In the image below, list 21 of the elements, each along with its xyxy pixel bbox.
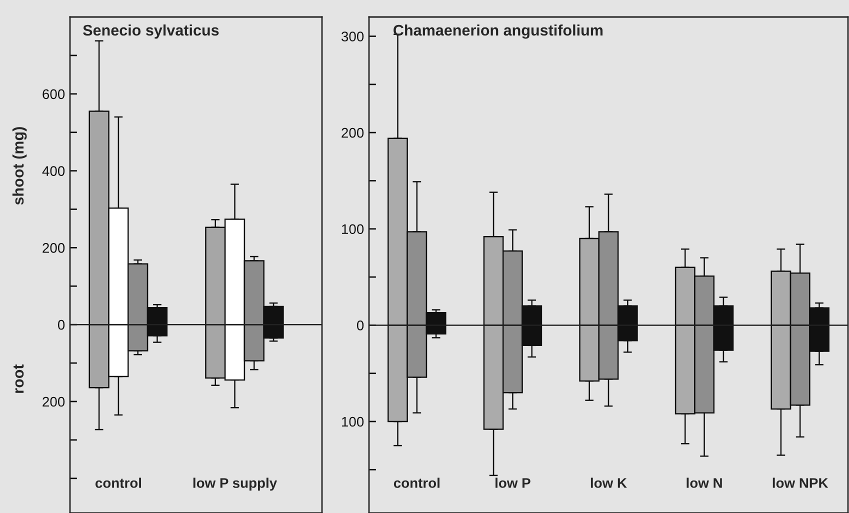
x-tick-label: low K <box>590 478 627 488</box>
x-tick-label: control <box>394 478 440 488</box>
y-tick-label: 100 <box>342 224 364 234</box>
y-tick-label: 0 <box>356 320 364 330</box>
x-tick-label: low P <box>496 478 530 488</box>
text: root <box>14 364 24 393</box>
y-tick-label: 600 <box>42 89 65 100</box>
y-tick-label: 100 <box>342 416 364 427</box>
y-tick-label: 200 <box>42 243 65 253</box>
y-tick-label: 300 <box>342 32 364 42</box>
chart-title: Chamaenerion angustifolium <box>394 24 603 39</box>
x-tick-label: low P supply <box>193 478 278 491</box>
x-tick-label: low NPK <box>772 478 828 488</box>
y-tick-label: 0 <box>58 320 65 330</box>
x-tick-label: control <box>95 478 142 488</box>
chart-title: Senecio sylvaticus <box>83 24 219 39</box>
y-tick-label: 200 <box>342 128 364 138</box>
y-axis-title: shoot (mg) <box>12 127 27 205</box>
x-tick-label: low N <box>686 478 722 488</box>
y-tick-label: 200 <box>42 396 65 407</box>
y-tick-label: 400 <box>42 166 65 176</box>
